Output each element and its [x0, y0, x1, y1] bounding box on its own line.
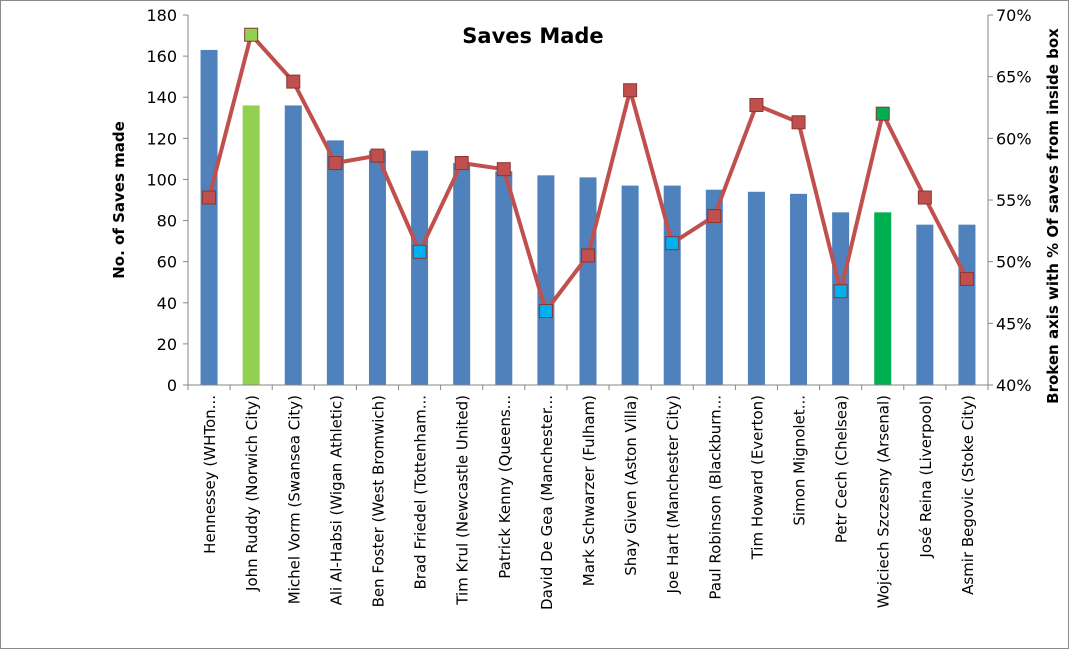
- bar-14: [747, 191, 765, 385]
- pct-point-8: [496, 162, 511, 177]
- bar-2: [242, 105, 260, 385]
- pct-point-6: [412, 244, 427, 259]
- y2-tick-label: 45%: [996, 314, 1032, 333]
- category-label-17: Wojciech Szczesny (Arsenal): [875, 395, 893, 608]
- pct-point-3: [286, 74, 301, 89]
- pct-point-11: [623, 83, 638, 98]
- category-label-14: Tim Howard (Everton): [748, 395, 766, 560]
- y-tick-label: 0: [167, 376, 177, 395]
- pct-point-19: [959, 271, 974, 286]
- pct-point-7: [454, 156, 469, 170]
- y2-tick-label: 60%: [996, 129, 1032, 148]
- bar-7: [453, 163, 471, 385]
- category-label-12: Joe Hart (Manchester City): [664, 395, 682, 594]
- pct-point-16: [833, 284, 848, 299]
- category-label-4: Ali Al-Habsi (Wigan Athletic): [327, 395, 345, 605]
- pct-point-2: [244, 27, 259, 42]
- category-label-3: Michel Vorm (Swansea City): [285, 395, 303, 604]
- bar-11: [621, 185, 639, 385]
- bar-9: [537, 175, 555, 385]
- pct-point-14: [749, 98, 764, 113]
- category-label-18: José Reina (Liverpool): [917, 395, 935, 559]
- pct-point-12: [665, 236, 680, 251]
- bar-3: [284, 105, 302, 385]
- category-label-16: Petr Cech (Chelsea): [833, 395, 851, 543]
- pct-point-5: [370, 148, 385, 163]
- pct-point-4: [328, 156, 343, 170]
- y-tick-label: 120: [146, 129, 177, 148]
- bar-16: [832, 212, 850, 385]
- y-tick-label: 140: [146, 88, 177, 107]
- y-tick-label: 60: [157, 253, 177, 272]
- y2-axis-title: Broken axis with % Of saves from inside …: [1044, 28, 1062, 404]
- y-axis-title: No. of Saves made: [110, 121, 128, 279]
- y2-tick-label: 40%: [996, 376, 1032, 395]
- y2-tick-label: 55%: [996, 191, 1032, 210]
- y-tick-label: 100: [146, 170, 177, 189]
- pct-point-17: [875, 106, 890, 121]
- category-label-19: Asmir Begovic (Stoke City): [959, 395, 977, 595]
- category-label-1: Hennessey (WHTon...: [201, 395, 219, 554]
- bar-13: [705, 189, 723, 385]
- y-tick-label: 40: [157, 294, 177, 313]
- category-label-11: Shay Given (Aston Villa): [622, 395, 640, 576]
- pct-point-15: [791, 115, 806, 130]
- bar-19: [958, 224, 976, 385]
- category-label-13: Paul Robinson (Blackburn...: [706, 395, 724, 600]
- bar-15: [790, 193, 808, 385]
- pct-point-1: [202, 190, 217, 205]
- bar-4: [326, 140, 344, 385]
- category-label-9: David De Gea (Manchester...: [538, 395, 556, 610]
- category-label-6: Brad Friedel (Tottenham...: [412, 395, 430, 589]
- chart-title: Saves Made: [462, 24, 603, 48]
- y2-tick-label: 65%: [996, 68, 1032, 87]
- bar-12: [663, 185, 681, 385]
- bar-8: [495, 171, 513, 385]
- category-label-10: Mark Schwarzer (Fulham): [580, 395, 598, 586]
- y-tick-label: 80: [157, 212, 177, 231]
- category-label-8: Patrick Kenny (Queens...: [496, 395, 514, 579]
- y2-tick-label: 70%: [996, 6, 1032, 25]
- y-tick-label: 160: [146, 47, 177, 66]
- y2-tick-label: 50%: [996, 253, 1032, 272]
- y-tick-label: 180: [146, 6, 177, 25]
- bar-1: [200, 49, 218, 385]
- category-label-2: John Ruddy (Norwich City): [243, 395, 261, 592]
- pct-point-18: [917, 190, 932, 205]
- pct-point-13: [707, 209, 722, 224]
- category-label-5: Ben Foster (West Bromwich): [369, 395, 387, 607]
- bar-5: [368, 150, 386, 385]
- pct-point-9: [538, 304, 553, 318]
- bar-6: [411, 150, 429, 385]
- category-label-7: Tim Krul (Newcastle United): [454, 395, 472, 606]
- bar-18: [916, 224, 934, 385]
- bar-17: [874, 212, 892, 385]
- y-tick-label: 20: [157, 335, 177, 354]
- category-label-15: Simon Mignolet...: [791, 395, 809, 526]
- bar-10: [579, 177, 597, 385]
- pct-point-10: [581, 248, 595, 263]
